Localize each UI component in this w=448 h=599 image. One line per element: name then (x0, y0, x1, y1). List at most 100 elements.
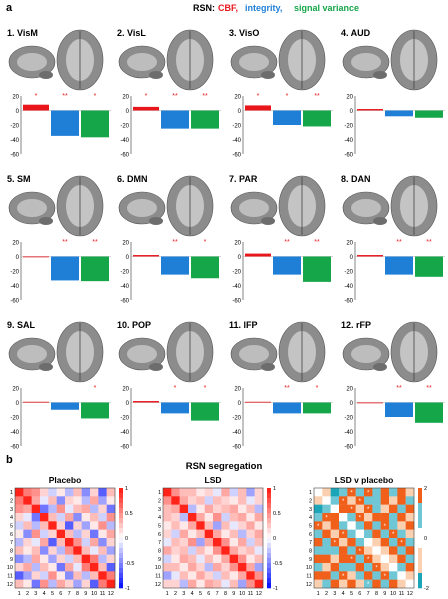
heatmap-cell (106, 488, 116, 497)
bar-integrity (385, 110, 413, 117)
heatmap-cell (221, 554, 230, 564)
heatmap-cell (254, 538, 264, 547)
y-tick-label: 20 (346, 95, 353, 101)
heatmap-cell (179, 563, 189, 572)
heatmap-cell (15, 554, 24, 564)
colorbar-tick-label: -2 (424, 586, 429, 592)
heatmap-cell (204, 521, 214, 530)
heatmap-cell (196, 529, 205, 539)
heatmap-cell (339, 563, 348, 572)
y-tick-label: 11 (155, 574, 161, 580)
bar-integrity (51, 256, 79, 281)
colorbar-step (267, 503, 271, 509)
significance-marker: ** (62, 93, 68, 100)
x-tick-label: 10 (91, 591, 97, 597)
bar-CBF (23, 401, 49, 403)
y-tick-label: 9 (10, 557, 13, 563)
heatmap-cell (65, 538, 74, 547)
heatmap-cell (15, 488, 24, 497)
heatmap-cell (339, 546, 348, 555)
y-tick-label: 6 (10, 532, 13, 538)
bar-CBF (245, 253, 271, 257)
rsn-panel: 7. PAR 20 0 -20 -40 -60 ** ** (229, 174, 333, 305)
y-tick-label: 8 (10, 549, 13, 555)
bar-signal-variance (303, 110, 331, 127)
significance-marker: * (342, 532, 345, 538)
colorbar-step (267, 548, 271, 554)
x-tick-label: 2 (26, 591, 29, 597)
heatmap-cell (23, 563, 32, 572)
heatmap-cell (204, 513, 214, 522)
heatmap-cell (15, 563, 24, 572)
heatmap-cell (238, 513, 247, 522)
heatmap-cell (31, 554, 41, 564)
y-tick-label: 20 (346, 241, 353, 247)
rsn-title: 9. SAL (7, 320, 36, 330)
colorbar-step (267, 488, 271, 494)
heatmap-cell (339, 529, 348, 539)
heatmap-cell (246, 554, 255, 564)
y-tick-label: 9 (158, 557, 161, 563)
heatmap-cell (81, 504, 91, 514)
y-tick-label: -20 (344, 416, 353, 422)
heatmap-cell (15, 513, 24, 522)
heatmap-cell (254, 546, 264, 555)
heatmap-cell (229, 529, 239, 539)
bar-integrity (51, 110, 79, 136)
heatmap-cell (389, 529, 398, 539)
colorbar-step (418, 503, 422, 509)
heatmap-cell (31, 538, 41, 547)
rsn-panel: 10. POP 20 0 -20 -40 -60 * * (117, 320, 221, 451)
heatmap-cell (48, 546, 57, 555)
significance-marker: ** (426, 385, 432, 392)
bar-CBF (133, 106, 159, 111)
significance-marker: * (286, 93, 289, 100)
colorbar-step (119, 518, 123, 524)
heatmap-cell (355, 504, 365, 514)
y-tick-label: 12 (306, 582, 312, 588)
heatmap-cell (213, 571, 222, 580)
heatmap-cell (314, 546, 323, 555)
y-tick-label: 1 (309, 490, 312, 496)
colorbar-step (119, 558, 123, 564)
heatmap-cell (31, 504, 41, 514)
heatmap-cell (314, 571, 323, 580)
heatmap-cell (380, 563, 390, 572)
heatmap-title: LSD v placebo (335, 475, 394, 485)
heatmap-cell (163, 538, 172, 547)
y-tick-label: 10 (306, 565, 312, 571)
y-tick-label: 0 (16, 255, 20, 261)
brain-sagittal-inner (351, 53, 381, 71)
heatmap-cell (372, 529, 381, 539)
heatmap-cell (40, 571, 49, 580)
significance-marker: * (94, 385, 97, 392)
heatmap-cell (98, 563, 107, 572)
heatmap-cell (23, 521, 32, 530)
brain-cerebellum (373, 363, 387, 371)
heatmap-cell (40, 546, 49, 555)
brain-sagittal-inner (127, 345, 157, 363)
x-tick-label: 6 (358, 591, 361, 597)
colorbar-step (119, 548, 123, 554)
heatmap-cell (405, 554, 415, 564)
heatmap-cell (397, 546, 406, 555)
rsn-title: 12. rFP (341, 320, 371, 330)
rsn-panel: 12. rFP 20 0 -20 -40 -60 ** ** (341, 320, 445, 451)
colorbar-step (267, 518, 271, 524)
heatmap-cell (389, 504, 398, 514)
heatmap-cell (81, 496, 91, 505)
x-tick-label: 12 (256, 591, 262, 597)
heatmap-cell (389, 579, 398, 589)
heatmap-cell (330, 529, 340, 539)
heatmap-cell (238, 529, 247, 539)
heatmap-cell (171, 529, 180, 539)
bar-integrity (161, 110, 189, 129)
heatmap-cell (372, 554, 381, 564)
significance-marker: ** (314, 239, 320, 246)
heatmap-cell (196, 554, 205, 564)
heatmap-cell (81, 563, 91, 572)
heatmap-cell (171, 488, 180, 497)
heatmap-cell (339, 488, 348, 497)
heatmap-cell (389, 546, 398, 555)
